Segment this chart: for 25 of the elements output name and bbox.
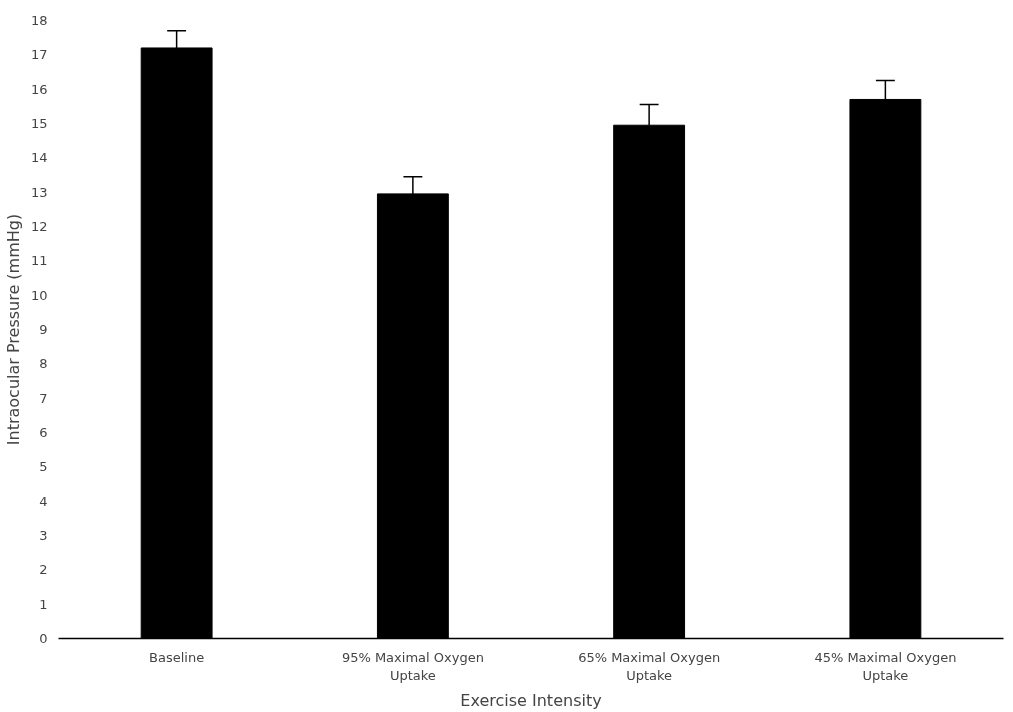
y-tick-label: 12 [30, 219, 48, 234]
y-tick-label: 17 [30, 47, 48, 63]
y-tick-label: 6 [39, 425, 48, 440]
x-tick-label: 95% Maximal Oxygen Uptake [341, 649, 484, 683]
y-tick-label: 2 [39, 562, 48, 578]
x-tick-label: 45% Maximal Oxygen Uptake [814, 649, 957, 683]
y-tick-label: 15 [30, 116, 48, 131]
y-axis-title: Intraocular Pressure (mmHg) [3, 213, 23, 446]
y-tick-label: 18 [30, 13, 48, 28]
y-tick-label: 9 [39, 322, 48, 337]
y-tick-label: 16 [30, 81, 48, 97]
x-axis-title: Exercise Intensity [460, 690, 602, 710]
x-tick-label: Baseline [149, 649, 205, 665]
y-tick-label: 8 [39, 356, 48, 372]
y-tick-label: 7 [39, 390, 48, 406]
y-tick-label: 3 [39, 528, 48, 543]
x-tick-label: 65% Maximal Oxygen Uptake [578, 649, 721, 683]
y-tick-label: 4 [39, 493, 48, 509]
y-tick-label: 11 [30, 253, 48, 269]
y-tick-label: 5 [39, 459, 48, 475]
y-tick-label: 1 [39, 596, 48, 612]
y-tick-label: 13 [30, 184, 48, 200]
y-tick-label: 10 [30, 287, 48, 303]
y-tick-label: 0 [39, 631, 48, 646]
y-tick-label: 14 [30, 150, 48, 166]
